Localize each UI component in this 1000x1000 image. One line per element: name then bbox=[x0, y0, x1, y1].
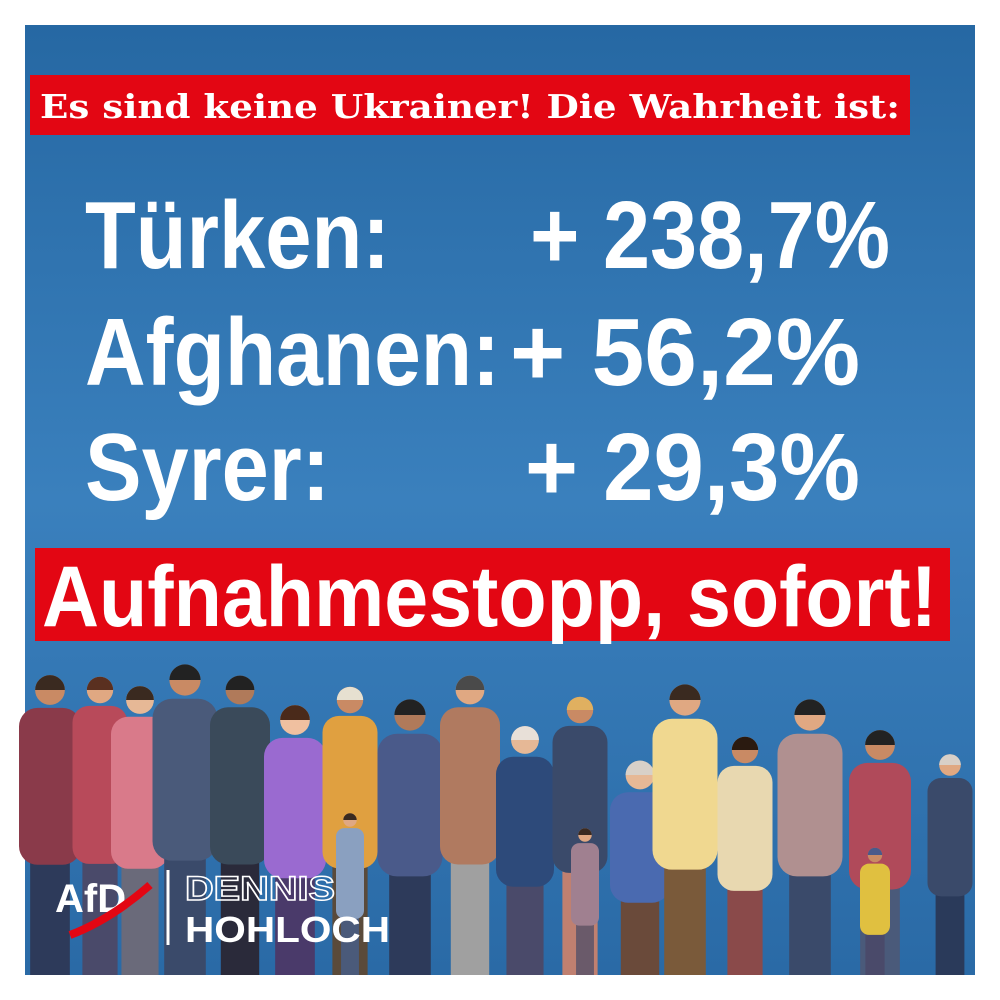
figure-body bbox=[496, 756, 554, 887]
figure-body bbox=[927, 777, 973, 897]
figure-hair bbox=[669, 684, 701, 700]
stat-label: Syrer: bbox=[85, 414, 330, 521]
stat-label: Türken: bbox=[85, 182, 390, 289]
figure-legs bbox=[389, 866, 431, 975]
demand: Aufnahmestopp, sofort! bbox=[42, 549, 937, 645]
figure-body bbox=[777, 733, 843, 877]
stat-value: + 238,7% bbox=[530, 182, 890, 289]
figure-hair bbox=[225, 675, 255, 690]
figure-hair bbox=[35, 675, 65, 690]
figure-legs bbox=[664, 859, 706, 975]
figure-hair bbox=[867, 847, 883, 855]
figure-hair bbox=[280, 705, 310, 720]
figure-hair bbox=[86, 676, 114, 690]
figure-legs bbox=[220, 854, 260, 975]
figure-legs bbox=[865, 924, 885, 975]
figure-hair bbox=[939, 754, 961, 765]
figure-hair bbox=[865, 730, 895, 745]
logo-name: DENNIS bbox=[185, 870, 335, 908]
figure-hair bbox=[343, 813, 357, 820]
figure-legs bbox=[30, 854, 70, 975]
figure-hair bbox=[566, 696, 594, 710]
figure-body bbox=[264, 737, 326, 879]
figure-legs bbox=[620, 892, 660, 975]
figure-hair bbox=[455, 675, 485, 690]
stats: Türken: + 238,7% Afghanen: + 56,2% Syrer… bbox=[85, 182, 890, 521]
figure-body bbox=[849, 762, 911, 890]
figure-hair bbox=[578, 828, 592, 835]
figure-legs bbox=[450, 854, 490, 975]
figure-hair bbox=[794, 699, 826, 715]
figure-legs bbox=[341, 908, 359, 975]
stat-value: + 29,3% bbox=[525, 414, 860, 521]
figure-body bbox=[322, 715, 378, 869]
figure-body bbox=[152, 698, 218, 861]
figure-body bbox=[336, 828, 364, 919]
demand-banner bbox=[35, 548, 950, 641]
figure-legs bbox=[506, 876, 544, 975]
stat-value: + 56,2% bbox=[510, 299, 860, 406]
figure-body bbox=[377, 733, 443, 877]
figure-legs bbox=[275, 868, 315, 975]
figure-legs bbox=[727, 880, 763, 975]
figure-body bbox=[717, 765, 773, 891]
figure-body bbox=[210, 707, 270, 865]
figure-hair bbox=[394, 699, 426, 715]
figure-body bbox=[19, 707, 81, 865]
stat-label: Afghanen: bbox=[85, 299, 500, 406]
figure-legs bbox=[789, 866, 831, 975]
figure-hair bbox=[169, 664, 201, 680]
figure-body bbox=[652, 718, 718, 870]
figure-body bbox=[552, 725, 608, 873]
figure-body bbox=[571, 843, 599, 926]
figure-hair bbox=[511, 726, 539, 740]
logo: AfD DENNIS HOHLOCH bbox=[55, 869, 390, 950]
figure-hair bbox=[126, 686, 154, 700]
figure-body bbox=[440, 707, 500, 865]
figure-body bbox=[860, 863, 890, 935]
logo-name: HOHLOCH bbox=[185, 909, 390, 950]
figure-legs bbox=[576, 915, 594, 975]
headline: Es sind keine Ukrainer! Die Wahrheit ist… bbox=[40, 87, 900, 126]
figure-legs bbox=[164, 850, 206, 975]
crowd-illustration bbox=[19, 664, 973, 975]
figure-legs bbox=[121, 858, 159, 975]
headline-banner bbox=[30, 75, 910, 135]
figure-hair bbox=[731, 736, 759, 750]
figure-hair bbox=[625, 760, 655, 775]
logo-swoosh bbox=[68, 881, 153, 939]
figure-hair bbox=[336, 686, 364, 700]
figure-legs bbox=[935, 886, 965, 975]
